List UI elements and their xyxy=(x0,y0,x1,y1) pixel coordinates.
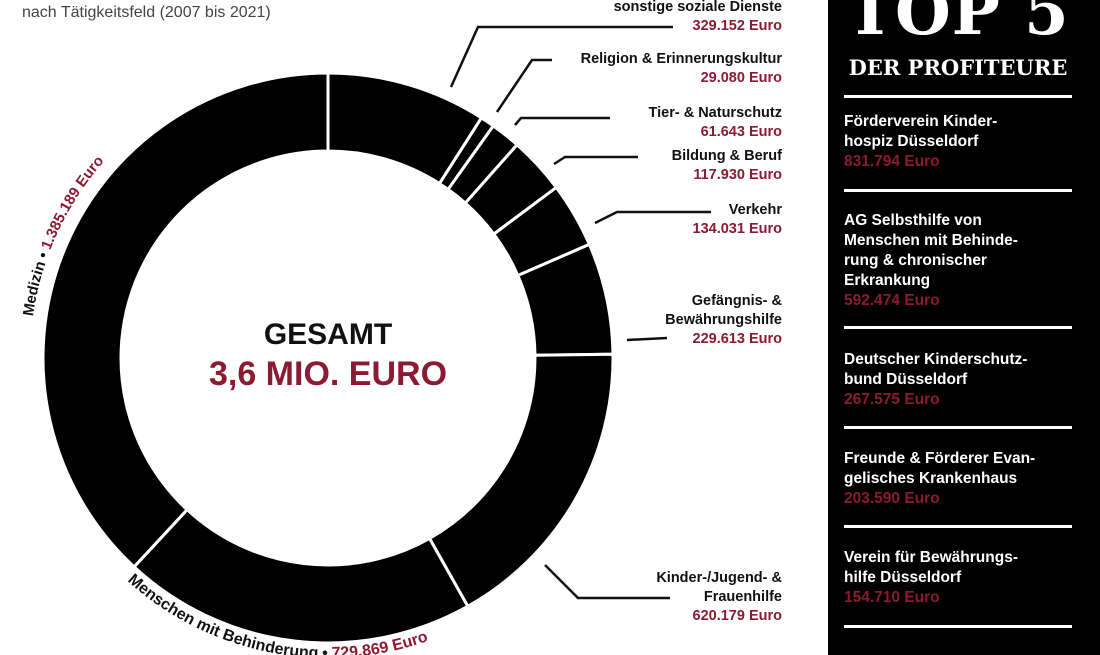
entry-value: 267.575 Euro xyxy=(844,391,940,408)
entry-value: 154.710 Euro xyxy=(844,589,940,606)
slice-name: Religion & Erinnerungskultur xyxy=(580,51,782,67)
top5-entry: Förderverein Kinder- hospiz Düsseldorf 83… xyxy=(844,112,1080,172)
leader-line-religion xyxy=(495,58,552,113)
entry-name: Verein für Bewährungs- hilfe Düsseldorf xyxy=(844,549,1018,586)
entry-name: Deutscher Kinderschutz- bund Düsseldorf xyxy=(844,351,1028,388)
divider xyxy=(844,426,1072,429)
leader-lines xyxy=(449,25,711,600)
leader-line-kinder xyxy=(544,564,670,600)
slice-name: Bildung & Beruf xyxy=(671,148,782,164)
entry-name: Förderverein Kinder- hospiz Düsseldorf xyxy=(844,113,998,150)
leader-line-sonstige xyxy=(449,25,673,88)
slice-label-verkehr: Verkehr 134.031 Euro xyxy=(693,201,782,239)
entry-value: 592.474 Euro xyxy=(844,292,940,309)
leader-line-tier xyxy=(514,116,610,126)
slice-value: 329.152 Euro xyxy=(692,18,782,34)
slice-label-religion: Religion & Erinnerungskultur 29.080 Euro xyxy=(581,50,782,88)
top5-entry: Verein für Bewährungs- hilfe Düsseldorf 1… xyxy=(844,548,1080,608)
chart-subtitle: nach Tätigkeitsfeld (2007 bis 2021) xyxy=(22,4,271,21)
top5-entry: AG Selbsthilfe von Menschen mit Behinde-… xyxy=(844,211,1080,311)
leader-line-bildung xyxy=(553,155,638,166)
entry-value: 203.590 Euro xyxy=(844,490,940,507)
center-title: GESAMT xyxy=(263,318,393,351)
slice-value: 29.080 Euro xyxy=(700,70,782,86)
slice-label-sonstige: sonstige soziale Dienste 329.152 Euro xyxy=(614,0,782,36)
slice-name: Tier- & Naturschutz xyxy=(648,105,782,121)
entry-value: 831.794 Euro xyxy=(844,153,940,170)
slice-name: Gefängnis- & Bewährungshilfe xyxy=(665,293,782,328)
top5-entry: Deutscher Kinderschutz- bund Düsseldorf 2… xyxy=(844,350,1080,410)
leader-line-verkehr xyxy=(594,210,711,225)
slice-name: sonstige soziale Dienste xyxy=(613,0,782,15)
slice-name-medizin: Medizin xyxy=(20,259,49,317)
divider xyxy=(844,625,1072,628)
top5-panel: TOP 5 DER PROFITEURE Förderverein Kinder… xyxy=(828,0,1100,655)
center-total: 3,6 MIO. EURO xyxy=(208,355,448,393)
leader-line-gefaengnis xyxy=(626,336,668,342)
slice-name: Kinder-/Jugend- & Frauenhilfe xyxy=(656,570,782,605)
entry-name: Freunde & Förderer Evan- gelisches Krank… xyxy=(844,450,1036,487)
divider xyxy=(844,326,1072,329)
slice-value: 620.179 Euro xyxy=(692,608,782,624)
donut-slice-8 xyxy=(41,71,330,569)
divider xyxy=(844,95,1072,98)
divider xyxy=(844,525,1072,528)
divider xyxy=(844,189,1072,192)
panel-subtitle: DER PROFITEURE xyxy=(848,55,1068,80)
slice-value: 61.643 Euro xyxy=(700,124,782,140)
slice-value: 117.930 Euro xyxy=(693,167,782,183)
panel-title: TOP 5 xyxy=(846,0,1070,50)
slice-value: 134.031 Euro xyxy=(692,221,782,237)
top5-entry: Freunde & Förderer Evan- gelisches Krank… xyxy=(844,449,1080,509)
slice-label-tier: Tier- & Naturschutz 61.643 Euro xyxy=(649,104,782,142)
slice-name: Verkehr xyxy=(728,202,782,218)
slice-value: 229.613 Euro xyxy=(692,331,782,347)
entry-name: AG Selbsthilfe von Menschen mit Behinde-… xyxy=(844,212,1018,289)
donut-slices xyxy=(41,71,615,645)
slice-label-gefaengnis: Gefängnis- & Bewährungshilfe 229.613 Euro xyxy=(652,292,782,349)
slice-label-bildung: Bildung & Beruf 117.930 Euro xyxy=(672,147,782,185)
slice-label-kinder: Kinder-/Jugend- & Frauenhilfe 620.179 Eur… xyxy=(622,569,782,626)
donut-chart: Medizin•1.385.189 Euro Menschen mit Behi… xyxy=(20,25,711,655)
